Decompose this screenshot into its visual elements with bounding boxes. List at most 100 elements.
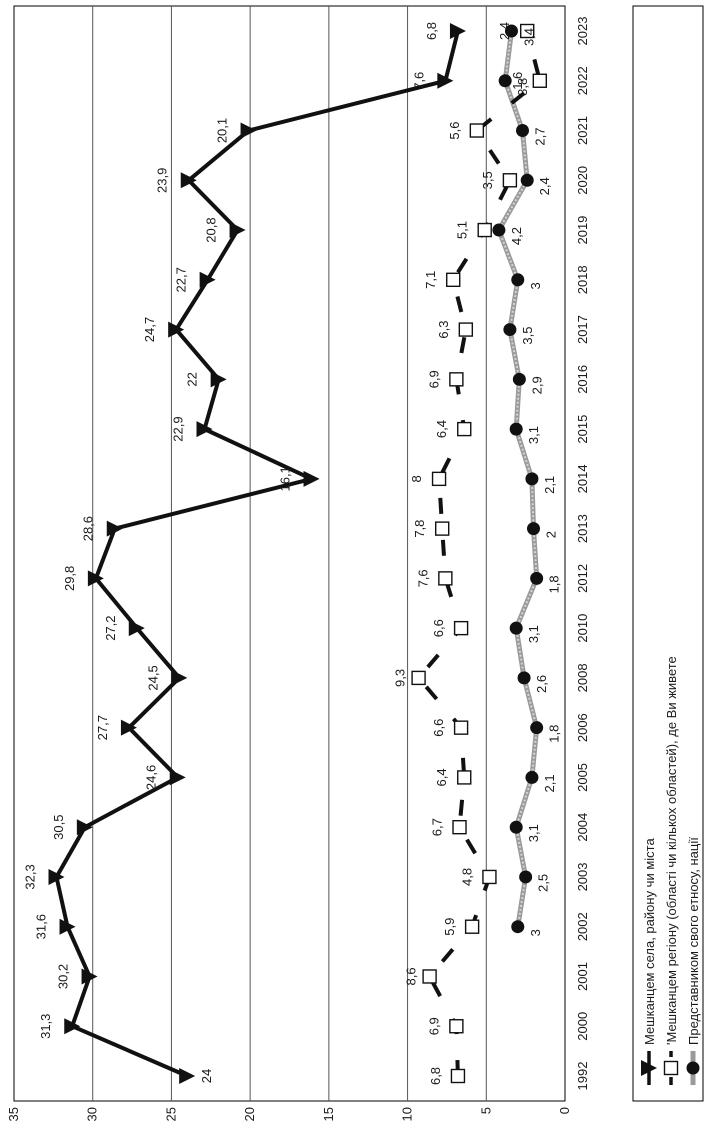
square-marker	[453, 620, 469, 636]
circle-marker	[525, 472, 539, 486]
x-tick-label: 2021	[575, 116, 590, 145]
triangle-marker	[449, 23, 466, 39]
circle-marker	[515, 124, 529, 138]
x-tick-label: 2014	[575, 464, 590, 493]
triangle-marker	[59, 918, 76, 935]
square-marker	[431, 471, 447, 487]
x-tick-label: 1992	[575, 1062, 590, 1091]
data-label: 2,5	[536, 874, 551, 892]
data-label: 1,6	[510, 72, 525, 90]
x-tick-label: 2003	[575, 862, 590, 891]
data-label: 6,9	[426, 370, 441, 388]
circle-marker	[517, 671, 531, 685]
data-label: 30,2	[56, 964, 71, 989]
series-line-locality	[54, 30, 460, 1078]
x-tick-label: 2008	[575, 663, 590, 692]
square-marker	[435, 521, 450, 536]
data-label: 1,8	[547, 725, 562, 743]
circle-marker	[503, 323, 517, 337]
triangle-marker	[171, 669, 188, 686]
triangle-marker	[169, 769, 186, 786]
square-marker	[469, 123, 485, 138]
data-label: 8,6	[404, 967, 419, 985]
data-label: 1,8	[547, 575, 562, 593]
triangle-marker	[81, 968, 98, 985]
x-tick-label: 2018	[575, 265, 590, 294]
data-label: 30,5	[51, 815, 66, 840]
square-marker	[446, 272, 461, 288]
square-marker	[457, 421, 472, 437]
y-tick-label: 5	[478, 1107, 493, 1114]
data-labels: 2431,330,231,632,330,524,627,724,527,229…	[23, 22, 562, 1085]
circle-marker	[511, 273, 525, 287]
triangle-marker	[87, 570, 104, 587]
data-label: 6,9	[426, 1017, 441, 1035]
square-marker	[520, 23, 535, 39]
legend: Мешканцем села, району чи міста 'Мешканце…	[632, 5, 704, 1102]
triangle-marker	[196, 421, 213, 438]
x-axis-categories: 1992 2000 2001 2002 2003 2004 2005 2006 2008 2010…	[575, 17, 590, 1091]
x-tick-label: 2019	[575, 216, 590, 245]
x-tick-label: 2022	[575, 66, 590, 95]
square-marker	[449, 372, 464, 387]
y-tick-label: 25	[163, 1107, 178, 1121]
data-label: 9,3	[393, 669, 408, 687]
data-label: 24,5	[145, 665, 160, 690]
circle-marker	[509, 621, 523, 635]
square-marker	[532, 73, 548, 88]
x-tick-label: 2002	[575, 912, 590, 941]
square-marker	[453, 720, 469, 735]
square-marker	[502, 173, 518, 188]
data-label: 6,8	[424, 22, 439, 40]
legend-label: 'Мешканцем регіону (області чи кількох о…	[664, 656, 679, 1045]
data-label: 3,1	[526, 824, 541, 842]
circle-marker	[504, 24, 518, 38]
data-label: 6,3	[436, 321, 451, 339]
data-label: 2,1	[542, 476, 557, 494]
triangle-marker	[199, 271, 216, 288]
data-label: 28,6	[81, 516, 96, 541]
triangle-marker	[106, 520, 123, 537]
x-tick-label: 2005	[575, 763, 590, 792]
triangle-marker	[120, 719, 137, 736]
data-label: 4,8	[459, 868, 474, 886]
y-axis-ticks: 0 5 10 15 20 25 30 35	[6, 1107, 572, 1121]
plot-area	[13, 5, 566, 1102]
y-tick-label: 20	[242, 1107, 257, 1121]
circle-marker	[498, 74, 512, 88]
data-label: 6,4	[434, 420, 449, 438]
circle-marker	[511, 920, 525, 934]
y-tick-label: 35	[6, 1107, 21, 1121]
data-label: 2,1	[542, 774, 557, 792]
legend-label: Представником свого етносу, нації	[686, 837, 701, 1045]
data-label: 3	[528, 929, 543, 936]
x-tick-label: 2013	[575, 514, 590, 543]
square-marker	[438, 571, 453, 586]
triangle-marker	[64, 1018, 81, 1035]
data-label: 3,4	[521, 28, 536, 46]
data-label: 16,1	[278, 466, 293, 491]
data-label: 20,8	[204, 217, 219, 242]
data-label: 7,6	[415, 569, 430, 587]
x-tick-label: 2023	[575, 17, 590, 46]
x-tick-label: 2001	[575, 962, 590, 991]
square-marker	[458, 322, 474, 337]
square-marker	[411, 670, 426, 686]
circle-marker	[686, 1061, 700, 1075]
legend-label: Мешканцем села, району чи міста	[642, 838, 657, 1045]
data-label: 23,9	[155, 168, 170, 193]
data-label: 3,5	[520, 327, 535, 345]
triangle-marker	[76, 819, 93, 836]
square-marker	[449, 1019, 464, 1034]
square-marker	[450, 1068, 466, 1084]
y-tick-label: 30	[85, 1107, 100, 1121]
triangle-marker	[240, 122, 257, 139]
series-line-region	[415, 30, 543, 1077]
triangle-marker	[180, 172, 197, 189]
circle-marker	[527, 522, 541, 536]
data-label: 27,2	[103, 615, 118, 640]
data-label: 29,8	[62, 566, 77, 591]
data-label: 5,9	[442, 918, 457, 936]
triangle-marker	[437, 72, 454, 89]
data-label: 31,3	[38, 1014, 53, 1039]
